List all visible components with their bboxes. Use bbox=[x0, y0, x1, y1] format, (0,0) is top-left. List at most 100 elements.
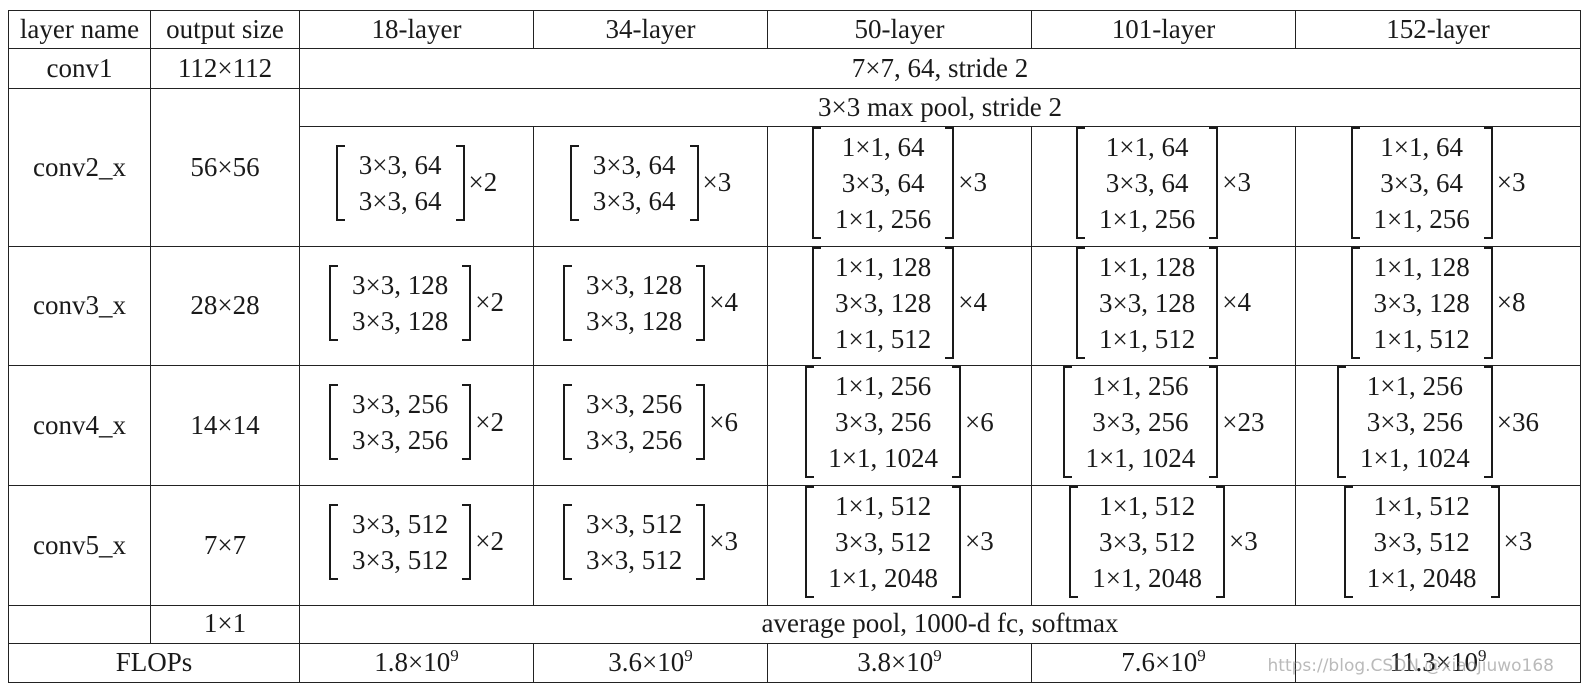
residual-block: 1×1, 128 3×3, 128 1×1, 512 ×8 bbox=[1350, 246, 1526, 359]
conv3-block-cell: 3×3, 128 3×3, 128 ×4 bbox=[533, 245, 768, 367]
right-bracket bbox=[462, 504, 472, 581]
block-multiplier: ×3 bbox=[958, 167, 987, 198]
block-layer-line: 3×3, 512 bbox=[586, 545, 683, 576]
block-layer-line: 1×1, 64 bbox=[1380, 132, 1463, 162]
conv5-block-cell: 3×3, 512 3×3, 512 ×3 bbox=[533, 485, 768, 606]
block-multiplier: ×6 bbox=[709, 406, 738, 437]
block-layer-line: 1×1, 128 bbox=[1373, 251, 1470, 282]
block-layer-line: 1×1, 2048 bbox=[1092, 563, 1202, 594]
block-layer-line: 1×1, 1024 bbox=[1085, 443, 1196, 474]
block-layers: 1×1, 128 3×3, 128 1×1, 512 bbox=[1085, 247, 1209, 359]
right-bracket bbox=[462, 384, 472, 461]
header-layer-name: layer name bbox=[8, 10, 151, 49]
block-multiplier: ×2 bbox=[475, 406, 504, 437]
block-layer-line: 1×1, 512 bbox=[835, 323, 932, 354]
block-layer-line: 1×1, 512 bbox=[1373, 491, 1470, 522]
conv1-desc: 7×7, 64, stride 2 bbox=[299, 48, 1581, 89]
residual-block: 1×1, 64 3×3, 64 1×1, 256 ×3 bbox=[1076, 127, 1251, 239]
block-layer-line: 1×1, 2048 bbox=[828, 563, 938, 594]
residual-block: 1×1, 256 3×3, 256 1×1, 1024 ×36 bbox=[1337, 366, 1539, 479]
block-layer-line: 3×3, 64 bbox=[592, 150, 676, 180]
conv2-output: 56×56 bbox=[150, 88, 300, 247]
conv5-block-cell: 1×1, 512 3×3, 512 1×1, 2048 ×3 bbox=[767, 485, 1032, 606]
left-bracket bbox=[1076, 127, 1086, 239]
block-layer-line: 3×3, 512 bbox=[586, 509, 683, 540]
residual-block: 1×1, 128 3×3, 128 1×1, 512 ×4 bbox=[1076, 246, 1251, 359]
left-bracket bbox=[812, 127, 822, 239]
right-bracket bbox=[696, 264, 706, 341]
right-bracket bbox=[1209, 127, 1219, 239]
block-layers: 3×3, 64 3×3, 64 bbox=[579, 145, 690, 221]
block-layer-line: 3×3, 128 bbox=[586, 305, 683, 336]
block-multiplier: ×3 bbox=[709, 526, 738, 557]
block-layer-line: 3×3, 256 bbox=[352, 389, 449, 420]
residual-block: 3×3, 128 3×3, 128 ×2 bbox=[329, 264, 504, 341]
conv5-name: conv5_x bbox=[8, 485, 151, 606]
maxpool-row: conv2_x 56×56 3×3 max pool, stride 2 bbox=[8, 88, 1581, 247]
block-layers: 1×1, 256 3×3, 256 1×1, 1024 bbox=[814, 366, 952, 478]
left-bracket bbox=[805, 366, 815, 479]
block-layer-line: 3×3, 256 bbox=[586, 425, 683, 456]
block-multiplier: ×2 bbox=[468, 167, 498, 198]
residual-block: 3×3, 128 3×3, 128 ×4 bbox=[563, 264, 738, 341]
block-multiplier: ×4 bbox=[958, 286, 987, 317]
right-bracket bbox=[1216, 486, 1225, 599]
header-18-layer: 18-layer bbox=[299, 10, 534, 49]
conv3-block-cell: 1×1, 128 3×3, 128 1×1, 512 ×4 bbox=[1031, 245, 1296, 367]
avgpool-desc: average pool, 1000-d fc, softmax bbox=[299, 604, 1581, 644]
residual-block: 3×3, 512 3×3, 512 ×2 bbox=[329, 504, 504, 581]
residual-block: 1×1, 512 3×3, 512 1×1, 2048 ×3 bbox=[1343, 486, 1532, 599]
left-bracket bbox=[569, 145, 579, 221]
header-50-layer: 50-layer bbox=[767, 10, 1032, 49]
block-bracket: 3×3, 512 3×3, 512 bbox=[329, 504, 472, 581]
block-layer-line: 1×1, 512 bbox=[835, 491, 932, 522]
resnet-architecture-table: layer name output size 18-layer 34-layer… bbox=[8, 10, 1581, 683]
conv4-block-cell: 1×1, 256 3×3, 256 1×1, 1024 ×6 bbox=[767, 365, 1032, 487]
residual-block: 1×1, 128 3×3, 128 1×1, 512 ×4 bbox=[812, 246, 987, 359]
left-bracket bbox=[1076, 246, 1086, 359]
block-layer-line: 3×3, 128 bbox=[352, 305, 449, 336]
residual-block: 3×3, 512 3×3, 512 ×3 bbox=[563, 504, 738, 581]
block-bracket: 1×1, 256 3×3, 256 1×1, 1024 bbox=[805, 366, 961, 479]
block-layer-line: 3×3, 256 bbox=[1366, 407, 1463, 438]
block-bracket: 1×1, 128 3×3, 128 1×1, 512 bbox=[1076, 246, 1219, 359]
block-layer-line: 1×1, 512 bbox=[1373, 323, 1470, 354]
block-layer-line: 3×3, 128 bbox=[586, 269, 683, 300]
conv3-block-cell: 1×1, 128 3×3, 128 1×1, 512 ×8 bbox=[1295, 245, 1581, 367]
block-layer-line: 3×3, 512 bbox=[835, 527, 932, 558]
block-layer-line: 1×1, 128 bbox=[835, 251, 932, 282]
block-bracket: 1×1, 64 3×3, 64 1×1, 256 bbox=[1350, 127, 1493, 239]
flops-value: 3.8×109 bbox=[767, 642, 1032, 683]
block-layers: 1×1, 512 3×3, 512 1×1, 2048 bbox=[814, 486, 952, 598]
block-bracket: 1×1, 512 3×3, 512 1×1, 2048 bbox=[1069, 486, 1225, 599]
block-bracket: 3×3, 128 3×3, 128 bbox=[563, 264, 706, 341]
right-bracket bbox=[455, 145, 465, 221]
block-layer-line: 1×1, 256 bbox=[1092, 371, 1189, 402]
residual-block: 3×3, 256 3×3, 256 ×6 bbox=[563, 384, 738, 461]
watermark: https://blog.CSDN @xiaojiuwo168 bbox=[1267, 656, 1555, 676]
block-layer-line: 1×1, 64 bbox=[841, 132, 925, 162]
block-layer-line: 1×1, 64 bbox=[1105, 132, 1189, 162]
block-layer-line: 3×3, 128 bbox=[352, 269, 449, 300]
left-bracket bbox=[563, 264, 573, 341]
residual-block: 3×3, 64 3×3, 64 ×3 bbox=[569, 145, 731, 221]
block-multiplier: ×8 bbox=[1496, 286, 1526, 317]
block-layer-line: 3×3, 256 bbox=[1092, 407, 1189, 438]
left-bracket bbox=[1350, 246, 1360, 359]
block-layers: 1×1, 256 3×3, 256 1×1, 1024 bbox=[1346, 366, 1484, 478]
block-bracket: 3×3, 64 3×3, 64 bbox=[335, 145, 465, 221]
block-multiplier: ×2 bbox=[475, 526, 504, 557]
conv2-block-cell: 1×1, 64 3×3, 64 1×1, 256 ×3 bbox=[1031, 126, 1296, 247]
conv4-name: conv4_x bbox=[8, 365, 151, 487]
header-row: layer name output size 18-layer 34-layer… bbox=[8, 10, 1581, 49]
block-multiplier: ×4 bbox=[1222, 286, 1251, 317]
conv3-name: conv3_x bbox=[8, 245, 151, 367]
left-bracket bbox=[1069, 486, 1079, 599]
residual-block: 3×3, 64 3×3, 64 ×2 bbox=[335, 145, 498, 221]
header-152-layer: 152-layer bbox=[1295, 10, 1581, 49]
block-layer-line: 1×1, 256 bbox=[1373, 204, 1470, 234]
block-layer-line: 1×1, 512 bbox=[1099, 491, 1196, 522]
flops-value: 11.3×109 bbox=[1295, 642, 1581, 683]
block-bracket: 3×3, 256 3×3, 256 bbox=[329, 384, 472, 461]
block-layer-line: 3×3, 256 bbox=[586, 389, 683, 420]
